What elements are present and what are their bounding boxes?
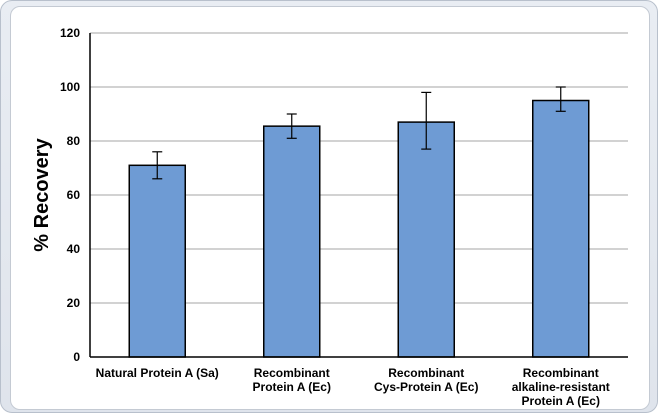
bar <box>397 121 455 358</box>
x-tick-label: Recombinant <box>388 366 464 380</box>
bars <box>128 99 590 358</box>
y-tick-label: 120 <box>60 26 80 40</box>
y-tick-label: 80 <box>67 134 81 148</box>
x-tick-label: Protein A (Ec) <box>253 380 331 394</box>
y-tick-label: 40 <box>67 242 81 256</box>
y-axis-label: % Recovery <box>31 137 53 251</box>
x-tick-label: Protein A (Ec) <box>522 394 600 408</box>
y-tick-label: 0 <box>73 350 80 364</box>
x-tick-label: Recombinant <box>523 366 599 380</box>
y-tick-label: 60 <box>67 188 81 202</box>
x-tick-label: Cys-Protein A (Ec) <box>374 380 478 394</box>
x-tick-label: Natural Protein A (Sa) <box>96 366 219 380</box>
error-bars <box>152 86 566 180</box>
x-tick-label: alkaline-resistant <box>512 380 610 394</box>
y-tick-label: 20 <box>67 296 81 310</box>
x-tick-label: Recombinant <box>254 366 330 380</box>
bar <box>263 125 321 358</box>
x-axis-tick-labels: Natural Protein A (Sa) RecombinantProtein… <box>96 366 610 408</box>
bar <box>128 164 186 358</box>
y-axis-tick-labels: 0 20 40 60 80 100 120 <box>60 26 80 364</box>
y-tick-label: 100 <box>60 80 80 94</box>
bar <box>532 99 590 358</box>
